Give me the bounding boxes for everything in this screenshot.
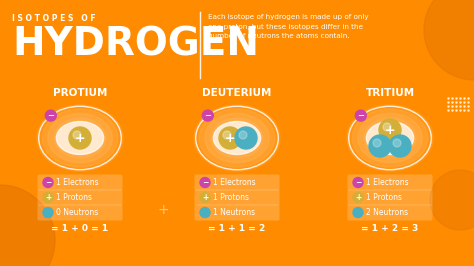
Text: +: + xyxy=(355,193,361,202)
Circle shape xyxy=(43,193,53,202)
Circle shape xyxy=(200,177,210,188)
FancyBboxPatch shape xyxy=(347,189,432,206)
Ellipse shape xyxy=(42,109,118,167)
Text: 1 Protons: 1 Protons xyxy=(366,193,402,202)
Ellipse shape xyxy=(205,113,269,163)
Text: = 1 + 2 = 3: = 1 + 2 = 3 xyxy=(361,224,419,233)
Text: Each isotope of hydrogen is made up of only
one proton, but these isotopes diffe: Each isotope of hydrogen is made up of o… xyxy=(208,14,369,39)
Circle shape xyxy=(43,177,53,188)
Circle shape xyxy=(353,207,363,218)
Ellipse shape xyxy=(54,118,106,158)
Ellipse shape xyxy=(213,122,261,155)
Text: +: + xyxy=(225,131,235,144)
Text: 1 Protons: 1 Protons xyxy=(56,193,92,202)
Text: 1 Electrons: 1 Electrons xyxy=(213,178,255,187)
Ellipse shape xyxy=(347,105,433,171)
FancyBboxPatch shape xyxy=(347,174,432,190)
Text: 1 Electrons: 1 Electrons xyxy=(366,178,409,187)
Text: +: + xyxy=(45,193,51,202)
Text: HYDROGEN: HYDROGEN xyxy=(12,26,259,64)
FancyBboxPatch shape xyxy=(37,174,122,190)
Circle shape xyxy=(69,127,91,149)
Circle shape xyxy=(389,135,411,157)
FancyBboxPatch shape xyxy=(37,205,122,221)
Text: +: + xyxy=(385,123,395,136)
Circle shape xyxy=(424,0,474,80)
Circle shape xyxy=(0,185,55,266)
Circle shape xyxy=(383,123,391,131)
Text: −: − xyxy=(204,111,211,120)
Circle shape xyxy=(219,127,241,149)
Text: DEUTERIUM: DEUTERIUM xyxy=(202,88,272,98)
Text: 1 Electrons: 1 Electrons xyxy=(56,178,99,187)
FancyBboxPatch shape xyxy=(347,205,432,221)
Text: 1 Neutrons: 1 Neutrons xyxy=(213,208,255,217)
Circle shape xyxy=(373,139,381,147)
Ellipse shape xyxy=(366,122,414,155)
Ellipse shape xyxy=(194,105,280,171)
Circle shape xyxy=(200,207,210,218)
Text: = 1 + 0 = 1: = 1 + 0 = 1 xyxy=(52,224,109,233)
Text: 2 Neutrons: 2 Neutrons xyxy=(366,208,408,217)
Text: = 1 + 1 = 2: = 1 + 1 = 2 xyxy=(209,224,265,233)
Text: TRITIUM: TRITIUM xyxy=(365,88,415,98)
Ellipse shape xyxy=(358,113,422,163)
Text: PROTIUM: PROTIUM xyxy=(53,88,107,98)
Circle shape xyxy=(223,131,231,139)
Text: −: − xyxy=(47,111,55,120)
Ellipse shape xyxy=(352,109,428,167)
FancyBboxPatch shape xyxy=(194,205,280,221)
Text: +: + xyxy=(157,203,169,217)
Text: −: − xyxy=(45,178,51,187)
Circle shape xyxy=(202,110,213,121)
Ellipse shape xyxy=(364,118,416,158)
Circle shape xyxy=(356,110,366,121)
Circle shape xyxy=(353,193,363,202)
Text: +: + xyxy=(75,131,85,144)
Text: −: − xyxy=(357,111,365,120)
Text: −: − xyxy=(202,178,208,187)
Circle shape xyxy=(239,131,247,139)
Ellipse shape xyxy=(199,109,275,167)
Circle shape xyxy=(43,207,53,218)
Circle shape xyxy=(200,193,210,202)
Circle shape xyxy=(430,170,474,230)
Circle shape xyxy=(353,177,363,188)
Text: 1 Protons: 1 Protons xyxy=(213,193,249,202)
FancyBboxPatch shape xyxy=(194,174,280,190)
Ellipse shape xyxy=(48,113,112,163)
Circle shape xyxy=(393,139,401,147)
FancyBboxPatch shape xyxy=(37,189,122,206)
Circle shape xyxy=(235,127,257,149)
FancyBboxPatch shape xyxy=(194,189,280,206)
Circle shape xyxy=(369,135,391,157)
Text: 0 Neutrons: 0 Neutrons xyxy=(56,208,98,217)
Text: −: − xyxy=(355,178,361,187)
Circle shape xyxy=(46,110,56,121)
Ellipse shape xyxy=(56,122,104,155)
Text: +: + xyxy=(202,193,208,202)
Text: I S O T O P E S   O F: I S O T O P E S O F xyxy=(12,14,96,23)
Circle shape xyxy=(379,119,401,141)
Ellipse shape xyxy=(37,105,123,171)
Circle shape xyxy=(73,131,81,139)
Ellipse shape xyxy=(211,118,263,158)
